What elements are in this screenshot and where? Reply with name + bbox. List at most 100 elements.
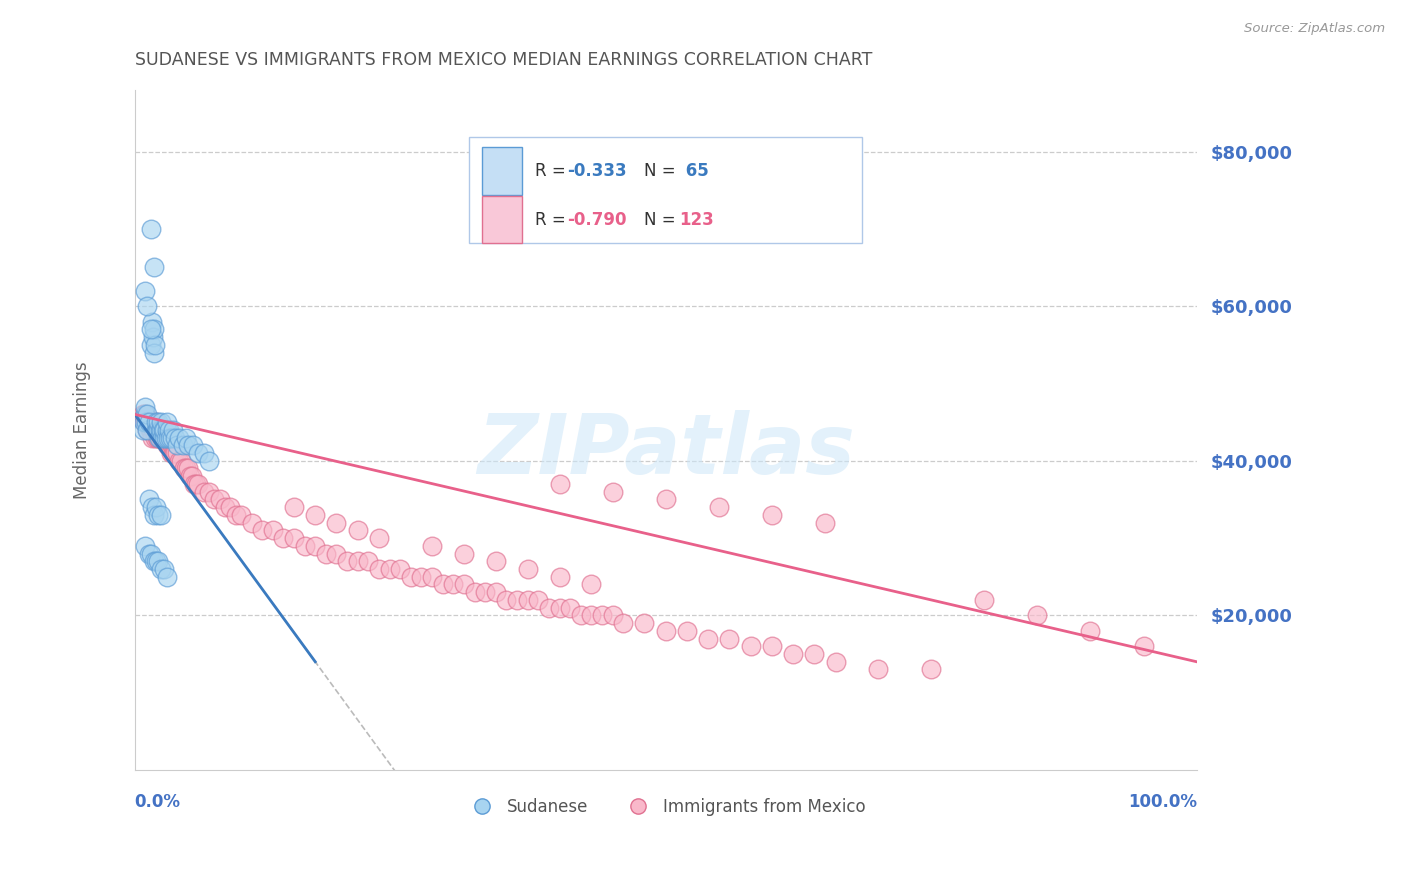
- Point: [368, 562, 391, 576]
- Point: [193, 484, 215, 499]
- Point: [761, 508, 783, 522]
- Point: [159, 431, 181, 445]
- Point: [169, 454, 191, 468]
- Point: [229, 508, 252, 522]
- Point: [219, 500, 242, 515]
- Point: [304, 539, 326, 553]
- Point: [803, 647, 825, 661]
- Point: [654, 492, 676, 507]
- Point: [146, 415, 169, 429]
- Point: [146, 431, 169, 445]
- Point: [150, 508, 173, 522]
- Point: [179, 469, 201, 483]
- Point: [453, 577, 475, 591]
- Point: [139, 222, 162, 236]
- Point: [707, 500, 730, 515]
- Point: [135, 415, 157, 429]
- Point: [152, 431, 174, 445]
- Point: [378, 562, 401, 576]
- Point: [150, 423, 173, 437]
- Point: [389, 562, 412, 576]
- Point: [142, 423, 165, 437]
- Point: [134, 400, 156, 414]
- Point: [273, 531, 295, 545]
- Point: [441, 577, 464, 591]
- Point: [177, 461, 200, 475]
- Point: [155, 570, 177, 584]
- Point: [139, 338, 162, 352]
- FancyBboxPatch shape: [470, 137, 862, 243]
- Point: [814, 516, 837, 530]
- Point: [516, 593, 538, 607]
- Point: [591, 608, 613, 623]
- Point: [294, 539, 316, 553]
- Point: [132, 423, 155, 437]
- Point: [283, 500, 305, 515]
- Text: SUDANESE VS IMMIGRANTS FROM MEXICO MEDIAN EARNINGS CORRELATION CHART: SUDANESE VS IMMIGRANTS FROM MEXICO MEDIA…: [135, 51, 872, 69]
- Point: [782, 647, 804, 661]
- Point: [141, 500, 163, 515]
- Point: [173, 461, 195, 475]
- Point: [135, 415, 157, 429]
- Point: [304, 508, 326, 522]
- Point: [548, 477, 571, 491]
- Text: -0.790: -0.790: [567, 211, 627, 228]
- Point: [973, 593, 995, 607]
- Point: [170, 454, 193, 468]
- Point: [145, 415, 167, 429]
- Point: [240, 516, 263, 530]
- Point: [142, 330, 165, 344]
- Point: [920, 663, 942, 677]
- Point: [160, 431, 183, 445]
- Point: [420, 539, 443, 553]
- Point: [148, 431, 170, 445]
- Text: N =: N =: [644, 211, 682, 228]
- Point: [142, 423, 165, 437]
- Point: [139, 423, 162, 437]
- Text: R =: R =: [536, 211, 571, 228]
- Point: [325, 547, 347, 561]
- Point: [145, 500, 167, 515]
- Point: [506, 593, 529, 607]
- Point: [453, 547, 475, 561]
- Point: [198, 454, 221, 468]
- Text: 123: 123: [679, 211, 714, 228]
- Point: [139, 547, 162, 561]
- Point: [187, 477, 209, 491]
- Point: [485, 585, 508, 599]
- Point: [325, 516, 347, 530]
- Point: [150, 423, 173, 437]
- Point: [150, 431, 173, 445]
- Point: [336, 554, 359, 568]
- Point: [143, 431, 166, 445]
- Point: [569, 608, 592, 623]
- Text: 100.0%: 100.0%: [1128, 793, 1197, 812]
- Point: [411, 570, 433, 584]
- Point: [145, 423, 167, 437]
- Point: [134, 539, 156, 553]
- Point: [187, 446, 209, 460]
- Point: [142, 345, 165, 359]
- Point: [136, 423, 159, 437]
- Point: [165, 431, 187, 445]
- Point: [485, 554, 508, 568]
- Point: [146, 423, 169, 437]
- Point: [145, 554, 167, 568]
- Point: [138, 492, 160, 507]
- Point: [134, 415, 156, 429]
- Point: [718, 632, 741, 646]
- Point: [174, 461, 197, 475]
- Point: [138, 547, 160, 561]
- Point: [143, 338, 166, 352]
- Point: [163, 446, 186, 460]
- Text: Source: ZipAtlas.com: Source: ZipAtlas.com: [1244, 22, 1385, 36]
- Point: [156, 431, 179, 445]
- Point: [138, 423, 160, 437]
- Point: [315, 547, 337, 561]
- Legend: Sudanese, Immigrants from Mexico: Sudanese, Immigrants from Mexico: [458, 791, 873, 823]
- Text: -0.333: -0.333: [567, 162, 627, 180]
- Point: [262, 524, 284, 538]
- Point: [138, 415, 160, 429]
- Point: [214, 500, 236, 515]
- Point: [156, 431, 179, 445]
